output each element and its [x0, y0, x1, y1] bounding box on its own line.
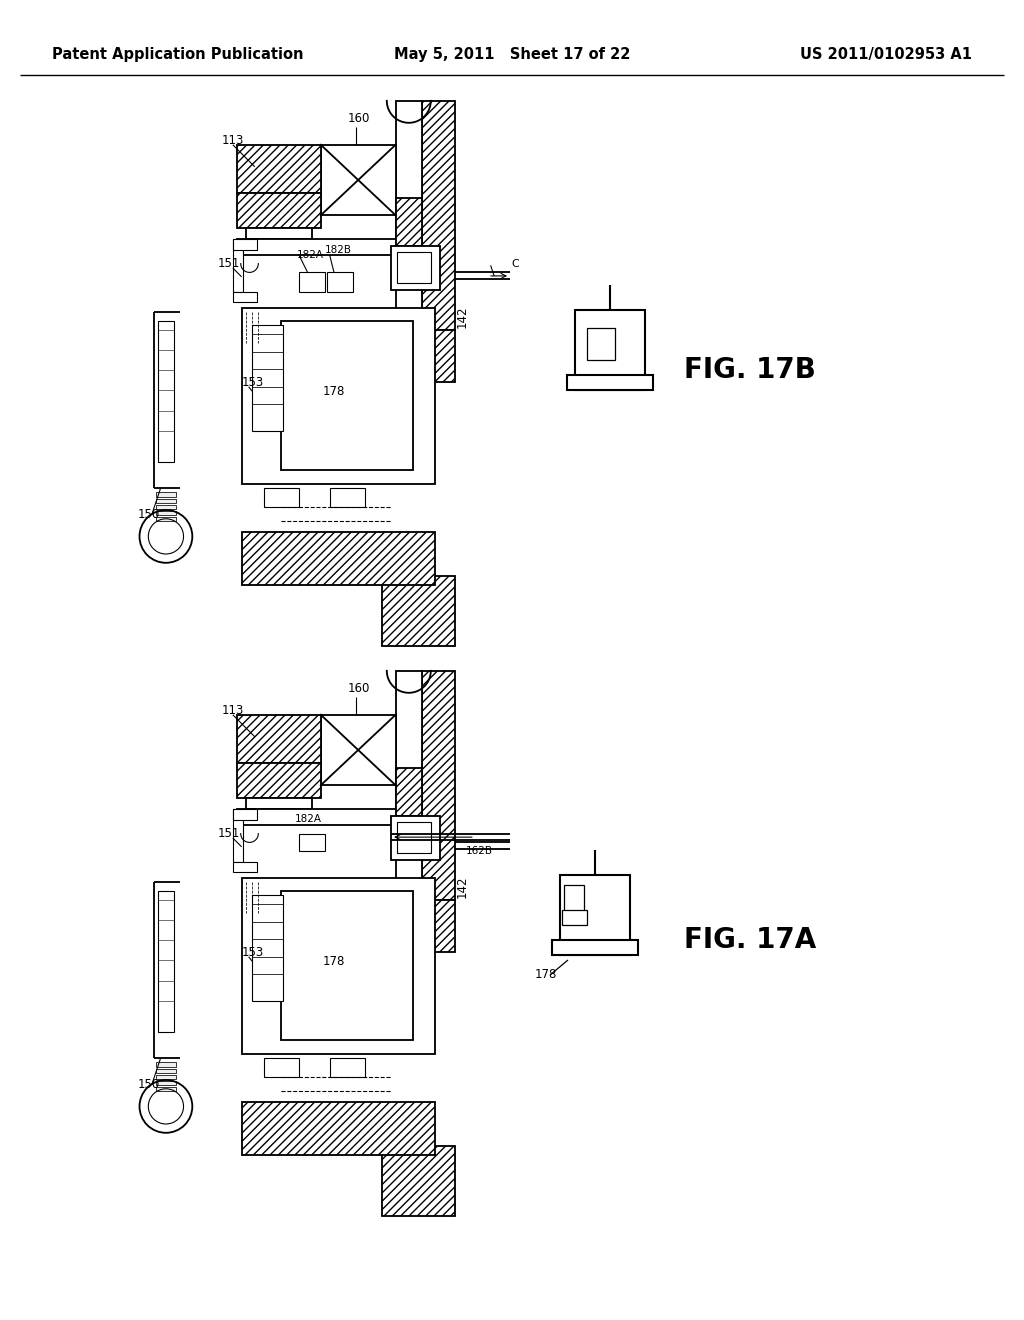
Bar [157, 1088, 175, 1092]
Bar [330, 1059, 365, 1077]
Bar [232, 862, 257, 873]
Bar [157, 504, 175, 510]
Bar [395, 768, 422, 816]
Bar [238, 239, 404, 255]
Bar [157, 492, 175, 496]
Text: 182B: 182B [326, 246, 352, 255]
Bar [587, 327, 615, 360]
Bar [575, 310, 645, 389]
Bar [238, 715, 321, 763]
Bar [282, 891, 414, 1040]
Text: 160: 160 [347, 682, 370, 694]
Bar [157, 511, 175, 515]
Bar [242, 878, 435, 1053]
Bar [552, 940, 638, 954]
Text: Patent Application Publication: Patent Application Publication [52, 46, 303, 62]
Text: 150: 150 [138, 1078, 160, 1090]
Bar [391, 246, 439, 290]
Bar [282, 321, 414, 470]
Bar [560, 875, 630, 954]
Text: 182A: 182A [295, 813, 322, 824]
Bar [157, 1081, 175, 1085]
Text: 178: 178 [323, 384, 345, 397]
Bar [422, 330, 456, 383]
Text: 150: 150 [138, 508, 160, 521]
Bar [327, 272, 353, 292]
Bar [232, 239, 244, 292]
Bar [157, 1063, 175, 1067]
Bar [397, 252, 431, 282]
Bar [246, 228, 312, 239]
Bar [422, 100, 456, 330]
Bar [263, 1059, 299, 1077]
Bar [238, 763, 321, 799]
Bar [422, 900, 456, 953]
Bar [397, 822, 431, 853]
Text: 153: 153 [242, 376, 264, 389]
Bar [242, 1102, 435, 1155]
Bar [395, 671, 422, 900]
Text: 153: 153 [242, 946, 264, 958]
Bar [232, 809, 257, 820]
Bar [391, 816, 439, 861]
Bar [382, 1146, 456, 1217]
Bar [382, 576, 456, 647]
Bar [232, 809, 244, 862]
Bar [562, 909, 587, 925]
Bar [330, 488, 365, 507]
Bar [246, 799, 312, 809]
Bar [238, 145, 321, 193]
Bar [242, 532, 435, 585]
Bar [299, 834, 326, 851]
Bar [238, 193, 321, 228]
Text: 178: 178 [535, 969, 557, 982]
Bar [232, 239, 257, 249]
Bar [395, 198, 422, 246]
Bar [299, 272, 326, 292]
Text: 178: 178 [323, 954, 345, 968]
Text: C: C [512, 259, 519, 268]
Text: 113: 113 [221, 133, 244, 147]
Bar [232, 292, 257, 302]
Text: 151: 151 [218, 257, 241, 271]
Text: 182A: 182A [297, 249, 324, 260]
Text: 151: 151 [218, 828, 241, 840]
Bar [157, 517, 175, 521]
Bar [321, 145, 395, 215]
Bar [395, 100, 422, 330]
Text: 142: 142 [456, 875, 468, 898]
Text: FIG. 17A: FIG. 17A [684, 927, 816, 954]
Bar [263, 488, 299, 507]
Text: 113: 113 [221, 704, 244, 717]
Bar [242, 308, 435, 483]
Bar [157, 1074, 175, 1080]
Bar [252, 895, 283, 1001]
Bar [158, 321, 174, 462]
Text: 162B: 162B [466, 846, 493, 857]
Bar [157, 1069, 175, 1073]
Text: May 5, 2011   Sheet 17 of 22: May 5, 2011 Sheet 17 of 22 [394, 46, 630, 62]
Bar [422, 671, 456, 900]
Bar [252, 325, 283, 430]
Text: FIG. 17B: FIG. 17B [684, 356, 816, 384]
Text: 142: 142 [456, 305, 468, 327]
Text: 160: 160 [347, 112, 370, 125]
Bar [157, 499, 175, 503]
Text: US 2011/0102953 A1: US 2011/0102953 A1 [800, 46, 972, 62]
Bar [321, 715, 395, 785]
Bar [564, 884, 584, 920]
Bar [567, 375, 653, 389]
Bar [158, 891, 174, 1032]
Bar [238, 809, 404, 825]
